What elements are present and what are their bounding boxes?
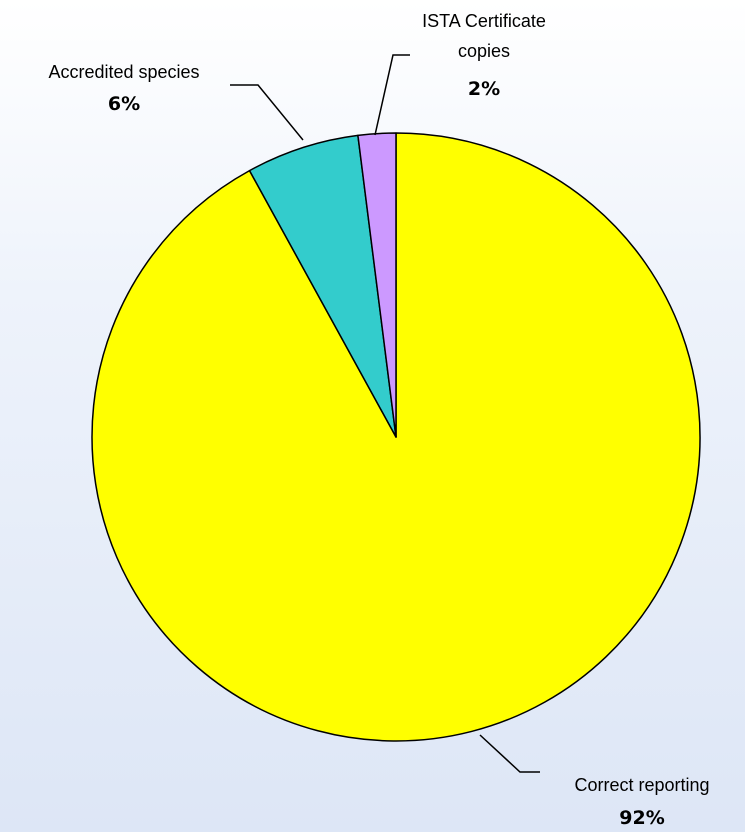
pie-slices	[91, 132, 701, 742]
leader-line-correct	[479, 734, 540, 773]
slice-ista-certificate-copies	[357, 132, 397, 438]
slice-label-istacopies-line1: ISTA Certificate	[422, 11, 546, 31]
leader-lines	[230, 54, 540, 773]
slice-value-accredited: 6%	[108, 93, 140, 115]
slice-value-istacopies: 2%	[468, 78, 500, 100]
slice-value-correct: 92%	[619, 807, 664, 829]
slice-label-correct: Correct reporting	[574, 775, 709, 795]
slice-label-accredited: Accredited species	[48, 62, 199, 82]
slice-label-istacopies-line2: copies	[458, 41, 510, 61]
leader-line-istacopies	[374, 54, 410, 136]
leader-line-accredited	[230, 84, 304, 141]
